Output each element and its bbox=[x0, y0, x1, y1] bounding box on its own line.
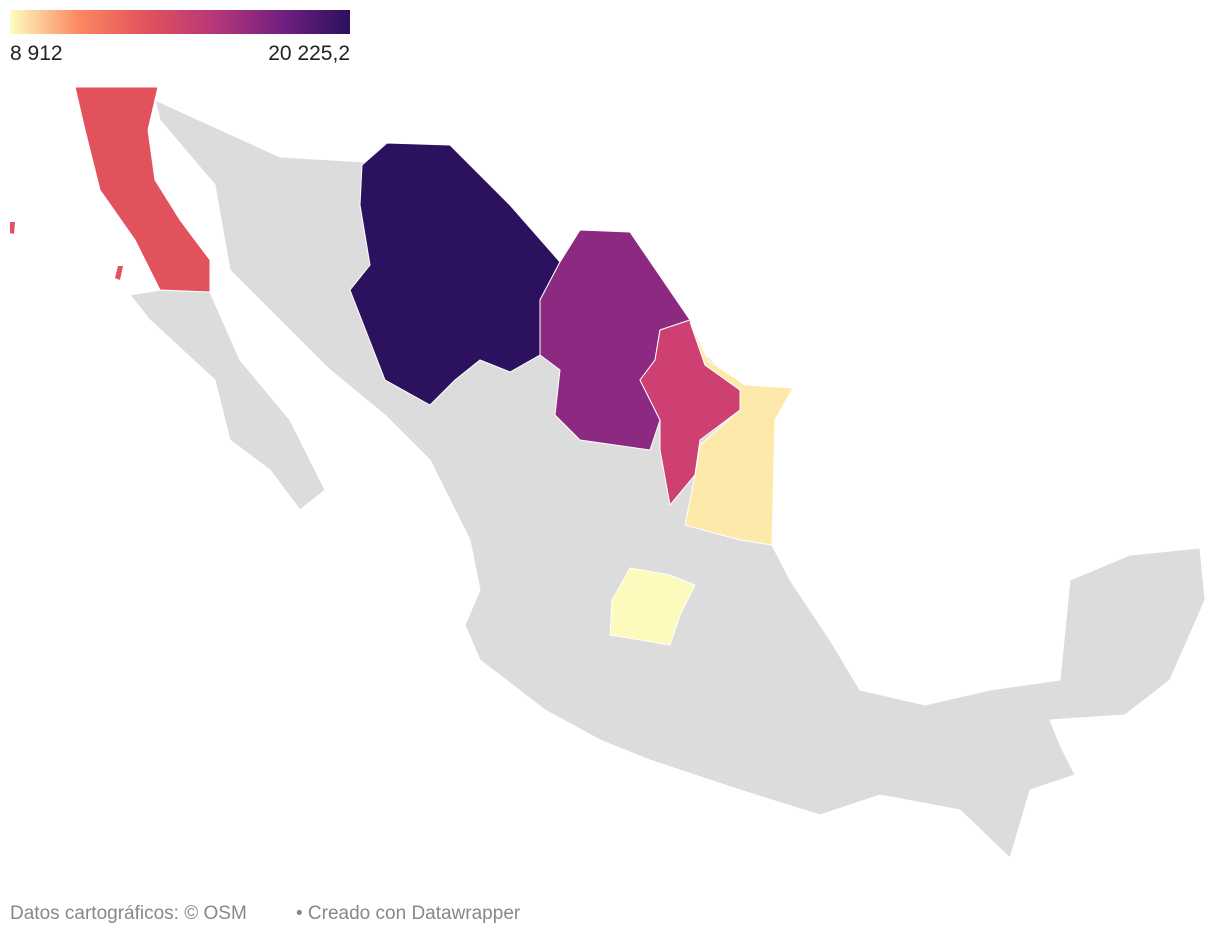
baja-california-sur bbox=[129, 289, 326, 511]
guanajuato bbox=[609, 567, 696, 646]
island bbox=[10, 222, 15, 234]
island bbox=[115, 266, 123, 280]
map-regions bbox=[10, 86, 1206, 859]
chihuahua bbox=[349, 142, 561, 406]
footer-source: Datos cartográficos: © OSM bbox=[10, 903, 247, 924]
baja-california bbox=[74, 86, 211, 293]
legend-gradient bbox=[10, 10, 350, 34]
legend-min: 8 912 bbox=[10, 42, 63, 65]
legend-max: 20 225,2 bbox=[268, 42, 350, 65]
tamaulipas bbox=[684, 321, 794, 546]
footer-credit: • Creado con Datawrapper bbox=[296, 903, 521, 924]
